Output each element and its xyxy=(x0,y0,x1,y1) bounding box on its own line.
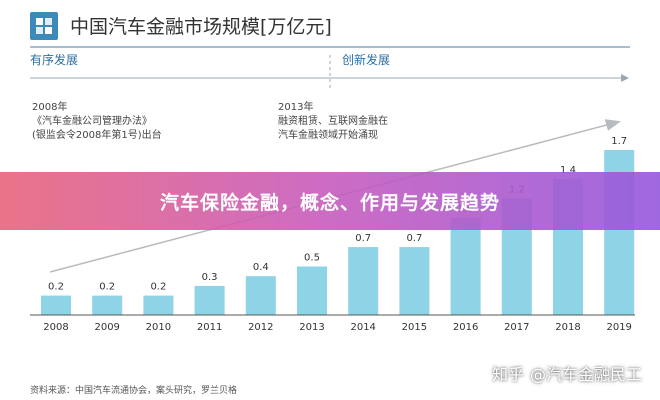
title-banner: 汽车保险金融，概念、作用与发展趋势 xyxy=(0,172,660,230)
banner-title: 汽车保险金融，概念、作用与发展趋势 xyxy=(159,191,500,214)
x-tick-group: 2008 2009 2010 2011 2012 2013 2014 2015 2016 2017… xyxy=(43,322,632,333)
chart-title: 中国汽车金融市场规模[万亿元] xyxy=(70,16,332,38)
x-tick-2019: 2019 xyxy=(606,322,631,333)
x-tick-2009: 2009 xyxy=(94,322,119,333)
phase-note-1-line-2: (银监会令2008年第1号)出台 xyxy=(32,128,162,141)
x-tick-2018: 2018 xyxy=(555,322,580,333)
bar-2009 xyxy=(92,295,123,315)
x-tick-2016: 2016 xyxy=(453,322,478,333)
value-label-2015: 0.7 xyxy=(406,233,422,244)
value-label-2012: 0.4 xyxy=(253,262,269,273)
phase-label-1: 有序发展 xyxy=(30,52,78,67)
watermark-site: 知乎 xyxy=(491,365,524,384)
x-tick-2010: 2010 xyxy=(146,322,171,333)
bar-2014 xyxy=(348,247,379,315)
value-label-2011: 0.3 xyxy=(202,272,218,283)
value-label-2009: 0.2 xyxy=(99,282,115,293)
watermark: 知乎 @汽车金融民工 xyxy=(492,361,642,385)
phase-note-2: 2013年 融资租赁、互联网金融在 汽车金融领域开始涌现 xyxy=(278,100,388,141)
value-label-2014: 0.7 xyxy=(355,233,371,244)
value-label-2010: 0.2 xyxy=(150,282,166,293)
phase-note-2-line-1: 融资租赁、互联网金融在 xyxy=(278,114,388,127)
value-label-2019: 1.7 xyxy=(611,136,627,147)
bar-2012 xyxy=(245,276,276,315)
source-note: 资料来源：中国汽车流通协会，案头研究，罗兰贝格 xyxy=(30,384,237,396)
phase-note-2-line-2: 汽车金融领域开始涌现 xyxy=(278,128,378,141)
bar-2010 xyxy=(143,295,174,315)
x-tick-2017: 2017 xyxy=(504,322,529,333)
value-label-2018: 1.4 xyxy=(560,165,576,176)
bar-2015 xyxy=(399,247,430,315)
watermark-author: @汽车金融民工 xyxy=(529,365,642,384)
x-tick-2013: 2013 xyxy=(299,322,324,333)
phase-label-2: 创新发展 xyxy=(342,52,390,67)
bar-2016 xyxy=(450,217,481,315)
x-tick-2014: 2014 xyxy=(350,322,375,333)
x-tick-2011: 2011 xyxy=(197,322,222,333)
logo-icon xyxy=(30,12,58,40)
x-tick-2015: 2015 xyxy=(402,322,427,333)
phase-note-2-year: 2013年 xyxy=(278,100,313,113)
x-tick-2008: 2008 xyxy=(43,322,68,333)
bar-2011 xyxy=(194,285,225,315)
phase-note-1: 2008年 《汽车金融公司管理办法》 (银监会令2008年第1号)出台 xyxy=(32,100,162,141)
x-tick-2012: 2012 xyxy=(248,322,273,333)
bar-2013 xyxy=(297,266,327,315)
value-label-2013: 0.5 xyxy=(304,252,320,263)
bar-group xyxy=(41,150,635,315)
phase-note-1-line-1: 《汽车金融公司管理办法》 xyxy=(32,114,152,127)
value-label-2008: 0.2 xyxy=(48,282,64,293)
bar-2008 xyxy=(41,295,71,315)
phase-note-1-year: 2008年 xyxy=(32,100,67,113)
